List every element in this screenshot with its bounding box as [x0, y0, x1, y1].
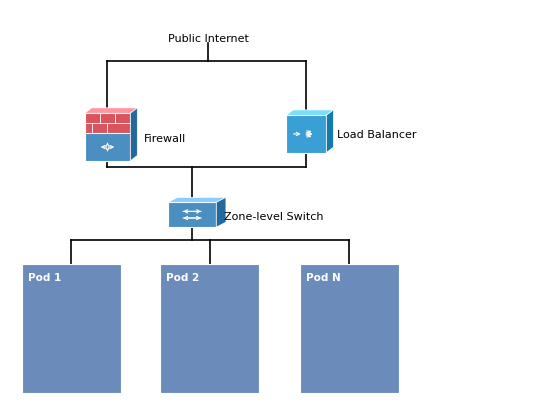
Text: Firewall: Firewall	[144, 134, 186, 144]
FancyBboxPatch shape	[300, 264, 399, 393]
Text: Pod 2: Pod 2	[166, 273, 200, 283]
Polygon shape	[85, 133, 130, 161]
Polygon shape	[286, 110, 333, 115]
Text: Public Internet: Public Internet	[168, 34, 248, 44]
Polygon shape	[286, 115, 326, 153]
Polygon shape	[85, 113, 130, 133]
Polygon shape	[168, 202, 217, 227]
Text: Load Balancer: Load Balancer	[337, 130, 417, 140]
Text: Pod N: Pod N	[306, 273, 341, 283]
FancyBboxPatch shape	[160, 264, 259, 393]
Polygon shape	[168, 197, 226, 202]
Text: Pod 1: Pod 1	[28, 273, 62, 283]
Polygon shape	[217, 197, 226, 227]
Text: Zone-level Switch: Zone-level Switch	[224, 212, 324, 222]
Polygon shape	[326, 110, 333, 153]
Polygon shape	[130, 108, 137, 161]
Polygon shape	[85, 108, 137, 113]
FancyBboxPatch shape	[22, 264, 121, 393]
